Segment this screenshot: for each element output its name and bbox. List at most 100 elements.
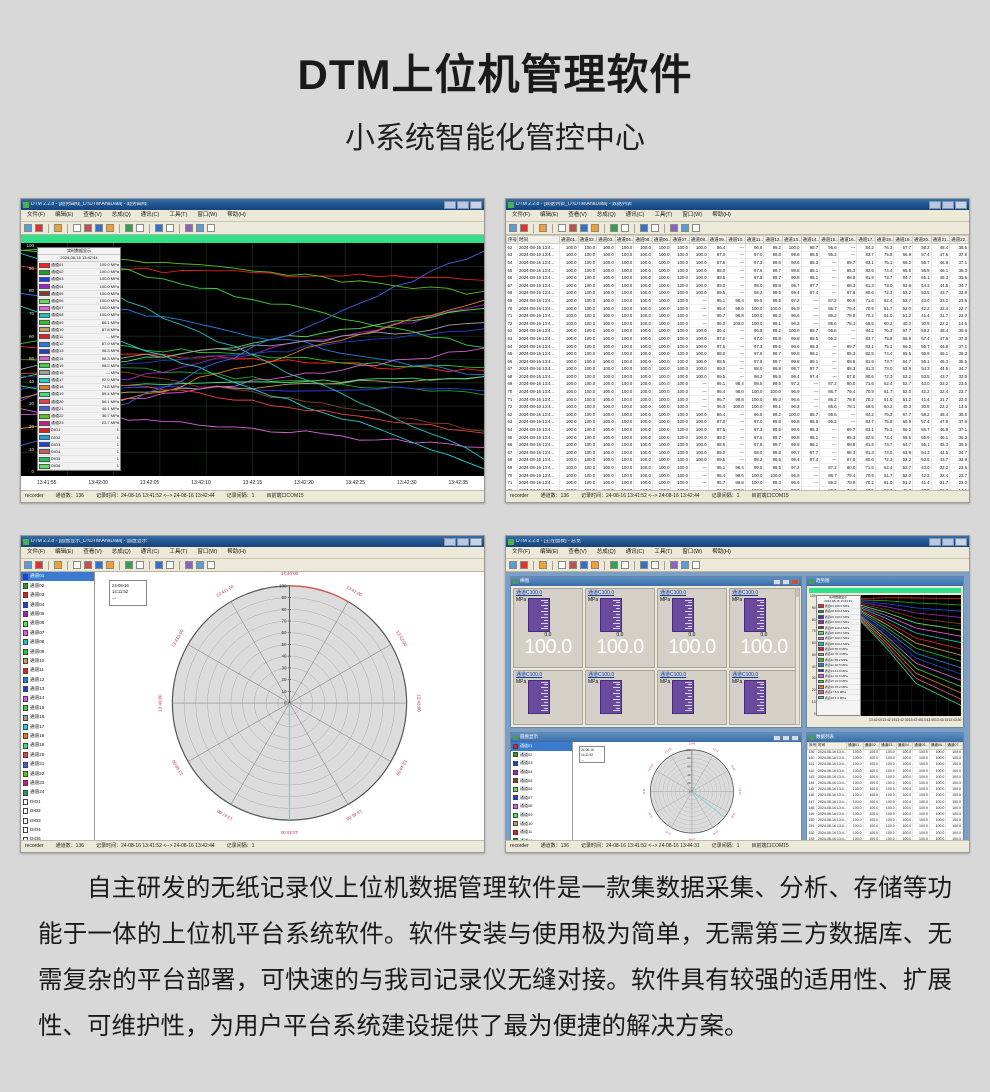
table-row[interactable]: 64 2024-08-16 13:4... 100.0 100.0 100.0 100.0… xyxy=(506,425,969,434)
gauge-cell[interactable]: 通道C100.0 MPa 0.0 100.0 xyxy=(585,588,655,668)
channel-list-item[interactable]: 通道10 xyxy=(511,819,572,828)
menu-assembly[interactable]: 总成(Q) xyxy=(111,548,131,555)
legend-row[interactable]: 通道05 100.0 MPa xyxy=(38,291,120,298)
legend-row[interactable]: 通道19 59.4 MPa xyxy=(38,391,120,399)
channel-list-item[interactable]: 通道18 xyxy=(21,732,94,741)
legend-row[interactable]: 通道18 74.8 MPa xyxy=(38,384,120,392)
window-controls[interactable] xyxy=(929,537,967,546)
minimize-button[interactable] xyxy=(929,537,941,546)
table-row[interactable]: 146 2024-08-16 13:4... 100.0 100.0 100.0 100.… xyxy=(807,792,963,800)
table-row[interactable]: 143 2024-08-16 13:4... 100.0 100.0 100.0 100.… xyxy=(807,773,963,781)
gauge-cell[interactable]: 通道C100.0 MPa 0.0 100.0 xyxy=(657,588,727,668)
channel-list-item[interactable]: 通道12 xyxy=(511,837,572,841)
mini-channel-list[interactable]: 通道01 通道02 通道03 通道04 通道05 通道06 通道07 通道08 通道09 通道10… xyxy=(511,742,573,841)
table-icon[interactable] xyxy=(569,224,577,232)
channel-list-item[interactable]: 通道15 xyxy=(21,703,94,712)
legend-row[interactable]: 通道15 98.2 MPa xyxy=(38,363,120,370)
legend-row[interactable]: DIO6 1 xyxy=(38,463,120,471)
legend-row[interactable]: 通道10 76.4 MPa xyxy=(816,652,860,658)
toolbar[interactable] xyxy=(506,222,969,235)
column-header[interactable]: 通道01... xyxy=(559,235,579,244)
window-controls[interactable] xyxy=(444,200,482,209)
maximize-button[interactable] xyxy=(942,537,954,546)
channel-list-item[interactable]: 通道06 xyxy=(21,619,94,628)
mini-disc-canvas[interactable]: 24-08-16 14:11:52 --- 13:40 13:41 13:42 13:43… xyxy=(573,742,801,841)
column-header[interactable]: 通道10... xyxy=(726,235,746,244)
table-row[interactable]: 64 2024-08-16 13:4... 100.0 100.0 100.0 100.0… xyxy=(506,258,969,267)
menu-file[interactable]: 文件(F) xyxy=(512,211,531,218)
menu-help[interactable]: 帮助(H) xyxy=(227,548,246,555)
maximize-button[interactable] xyxy=(457,537,469,546)
column-header[interactable]: 通道04... xyxy=(895,742,914,750)
gauge-cell[interactable]: 通道C100.0 MPa 0.0 100.0 xyxy=(513,588,583,668)
column-header[interactable]: 序号 xyxy=(807,742,817,750)
panel-controls[interactable] xyxy=(773,734,799,741)
channel-list-item[interactable]: 通道07 xyxy=(511,794,572,803)
column-header[interactable]: 通道16... xyxy=(837,235,858,244)
trend-legend[interactable]: 实时数据显示 2024-08-16 13:42:44 通道01 100.0 MPa… xyxy=(37,247,121,472)
table-row[interactable]: 65 2024-08-16 13:4... 100.0 100.0 100.0 100.0… xyxy=(506,433,969,442)
table-row[interactable]: 69 2024-08-16 13:4... 100.0 100.0 100.0 100.0… xyxy=(506,463,969,472)
legend-row[interactable]: 通道20 56.1 MPa xyxy=(38,399,120,406)
legend-row[interactable]: 通道11 58.2 MPa xyxy=(816,658,860,664)
table-row[interactable]: 65 2024-08-16 13:4... 100.0 100.0 100.0 100.0… xyxy=(506,266,969,275)
menubar[interactable]: 文件(F) 编辑(E) 查看(V) 总成(Q) 通讯(C) 工具(T) 窗口(W… xyxy=(21,547,484,559)
menu-window[interactable]: 窗口(W) xyxy=(682,211,703,218)
data-table-wrapper[interactable]: 序号 时间 通道01... 通道02... 通道03... 通道04... 通道05... 通… xyxy=(506,235,969,490)
zoom-in-icon[interactable] xyxy=(155,561,163,569)
zoom-in-icon[interactable] xyxy=(640,224,648,232)
table-row[interactable]: 67 2024-08-16 13:4... 100.0 100.0 100.0 100.0… xyxy=(506,365,969,374)
export-icon[interactable] xyxy=(196,224,204,232)
table-row[interactable]: 70 2024-08-16 13:4... 100.0 100.0 100.0 100.0… xyxy=(506,471,969,480)
settings-icon[interactable] xyxy=(670,224,678,232)
channel-list-item[interactable]: 通道11 xyxy=(21,666,94,675)
disc-icon[interactable] xyxy=(580,224,588,232)
column-header[interactable]: 通道08... xyxy=(689,235,709,244)
channel-list-item[interactable]: 通道02 xyxy=(21,581,94,590)
data-table[interactable]: 序号 时间 通道01... 通道02... 通道03... 通道04... 通道05... 通… xyxy=(506,235,969,490)
column-header[interactable]: 时间 xyxy=(517,235,560,244)
minimize-button[interactable] xyxy=(444,537,456,546)
column-header[interactable]: 通道01... xyxy=(846,742,864,750)
column-header[interactable]: 通道14... xyxy=(800,235,821,244)
gauge-title[interactable]: 通道C100.0 xyxy=(732,590,759,596)
channel-list-item[interactable]: 通道04 xyxy=(21,600,94,609)
export-icon[interactable] xyxy=(681,224,689,232)
legend-row[interactable]: 通道13 41.0 MPa xyxy=(816,668,860,674)
table-row[interactable]: 67 2024-08-16 13:4... 100.0 100.0 100.0 100.0… xyxy=(506,281,969,290)
channel-list-item[interactable]: 通道03 xyxy=(21,591,94,600)
gauge-title[interactable]: 通道C100.0 xyxy=(588,590,615,596)
channel-list-item[interactable]: 通道01 xyxy=(21,572,94,582)
channel-list-item[interactable]: 通道01 xyxy=(511,742,572,751)
record-icon[interactable] xyxy=(54,561,62,569)
menu-comm[interactable]: 通讯(C) xyxy=(140,548,160,555)
connect-icon[interactable] xyxy=(125,561,133,569)
window-controls[interactable] xyxy=(929,200,967,209)
legend-row[interactable]: 通道02 100.0 MPa xyxy=(38,269,120,277)
table-row[interactable]: 150 2024-08-16 13:4... 100.0 100.0 100.0 100.… xyxy=(807,817,963,824)
column-header[interactable]: 通道21... xyxy=(930,235,951,244)
panel-minimize-button[interactable] xyxy=(773,578,781,585)
gauge-title[interactable]: 通道C100.0 xyxy=(588,672,615,678)
table-row[interactable]: 65 2024-08-16 13:4... 100.0 100.0 100.0 100.0… xyxy=(506,349,969,358)
menu-file[interactable]: 文件(F) xyxy=(27,211,46,218)
channel-list-item[interactable]: DIO1 xyxy=(21,797,94,806)
gauge-cell[interactable]: 通道C100.0 MPa xyxy=(585,670,655,725)
toolbar[interactable] xyxy=(21,222,484,235)
gauge-scrollbar[interactable] xyxy=(795,588,800,725)
table-row[interactable]: 147 2024-08-16 13:4... 100.0 100.0 100.0 100.… xyxy=(807,798,963,806)
gauge-title[interactable]: 通道C100.0 xyxy=(516,590,543,596)
stop-icon[interactable] xyxy=(207,224,215,232)
menu-file[interactable]: 文件(F) xyxy=(27,548,46,555)
channel-list-item[interactable]: 通道22 xyxy=(21,769,94,778)
column-header[interactable]: 通道15... xyxy=(819,235,839,244)
gauge-cell[interactable]: 通道C100.0 MPa 0.0 100.0 xyxy=(729,588,799,668)
legend-row[interactable]: 通道01 100.0 MPa xyxy=(816,604,860,610)
mini-data-body[interactable]: 序号 时间 通道01... 通道02... 通道03... 通道04... 通道05... 通… xyxy=(807,742,963,841)
legend-row[interactable]: 通道14 98.3 MPa xyxy=(38,355,120,363)
menu-window[interactable]: 窗口(W) xyxy=(197,548,218,555)
menu-help[interactable]: 帮助(H) xyxy=(712,548,731,555)
menu-tools[interactable]: 工具(T) xyxy=(169,211,188,218)
